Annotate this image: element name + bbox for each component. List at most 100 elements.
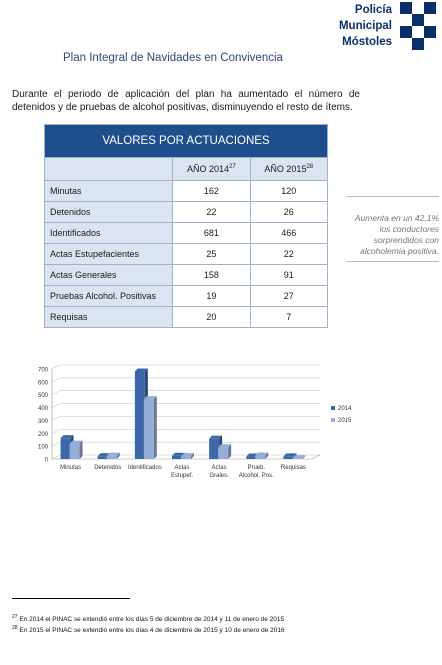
- bar-2015: [292, 458, 303, 459]
- grid-line-depth: [51, 429, 61, 434]
- page-title: Plan Integral de Navidades en Convivenci…: [63, 52, 283, 64]
- col-header-2014-note: 27: [229, 164, 236, 170]
- grid-line-depth: [51, 377, 61, 383]
- logo-line-3: Móstoles: [342, 36, 392, 48]
- row-label: Actas Estupefacientes: [43, 243, 174, 265]
- grid-line-depth: [51, 390, 61, 395]
- col-header-2014-label: AÑO 2014: [187, 164, 230, 174]
- row-value-2015: 7: [249, 306, 329, 328]
- row-value-2014: 162: [172, 180, 251, 202]
- row-value-2014: 158: [172, 264, 251, 286]
- bar-side-2015: [116, 452, 120, 459]
- grid-line-depth: [51, 454, 61, 460]
- legend-label: 2015: [338, 418, 352, 424]
- logo-line-2: Municipal: [338, 20, 392, 32]
- table-row: Pruebas Alcohol. Positivas 19 27: [43, 285, 329, 307]
- logo-line-1: Policía: [354, 4, 392, 16]
- bar-2014: [60, 438, 71, 459]
- row-label: Detenidos: [43, 201, 174, 223]
- table-row: Requisas 20 7: [43, 306, 329, 328]
- table-row: Actas Estupefacientes 25 22: [43, 243, 329, 265]
- grid-line-depth: [51, 416, 61, 421]
- grid-line-depth: [51, 403, 61, 408]
- table-row: Minutas 162 120: [43, 180, 329, 202]
- floor-side: [311, 454, 321, 460]
- bar-2014: [134, 371, 145, 459]
- footnote-number: 27: [12, 614, 18, 620]
- col-header-2015-label: AÑO 2015: [264, 164, 307, 174]
- bar-chart: 0 100 200 300 400 500 600 700 Minutas Detenidos Id…: [38, 364, 352, 479]
- row-value-2014: 20: [172, 306, 251, 328]
- bar-2014: [246, 456, 257, 459]
- footnote-text: En 2015 el PINAC se extendió entre los d…: [19, 627, 285, 635]
- bar-side-2015: [191, 453, 194, 459]
- bar-2014: [209, 438, 220, 459]
- bar-2014: [283, 456, 294, 459]
- callout-note: Aumenta en un 42,1% los conductores sorp…: [347, 196, 439, 262]
- x-tick-label: Estupef.: [171, 473, 193, 479]
- footnote-divider: [12, 598, 130, 599]
- bar-top-2015: [143, 396, 157, 400]
- bar-2014: [97, 456, 108, 459]
- x-tick-label: Alcohol. Pos.: [239, 473, 274, 479]
- row-value-2015: 22: [249, 243, 329, 265]
- col-header-2015: AÑO 201528: [249, 157, 329, 181]
- row-value-2015: 120: [249, 180, 329, 202]
- footnote-text: En 2014 el PINAC se extendió entre los d…: [19, 616, 285, 624]
- col-header-2014: AÑO 201427: [172, 157, 251, 181]
- values-table: VALORES POR ACTUACIONES AÑO 201427 AÑO 2…: [43, 124, 329, 328]
- row-value-2015: 466: [249, 222, 329, 244]
- row-value-2015: 26: [249, 201, 329, 223]
- table-corner-cell: [43, 157, 174, 181]
- bar-top-2015: [255, 452, 269, 456]
- bar-side-2015: [265, 452, 269, 459]
- bar-2015: [143, 399, 154, 459]
- x-tick-label: Requisas: [281, 465, 306, 471]
- legend-label: 2014: [338, 406, 352, 412]
- checkerboard-logo-icon: [400, 2, 436, 50]
- row-value-2015: 27: [249, 285, 329, 307]
- y-tick-label: 500: [38, 393, 49, 399]
- x-tick-label: Actas: [212, 465, 227, 471]
- grid-line-depth: [51, 441, 61, 447]
- legend-swatch-2014: [331, 406, 335, 410]
- row-value-2014: 19: [172, 285, 251, 307]
- x-tick-label: Prueb.: [247, 465, 265, 471]
- bar-2015: [181, 456, 191, 459]
- bar-top-2014: [60, 435, 74, 439]
- table-row: Detenidos 22 26: [43, 201, 329, 223]
- y-tick-label: 600: [38, 380, 49, 386]
- bar-2015: [69, 443, 80, 459]
- bar-side-2015: [153, 396, 157, 459]
- footnote-28: 28 En 2015 el PINAC se extendió entre lo…: [12, 625, 285, 634]
- bar-2015: [218, 447, 229, 459]
- bar-top-2014: [172, 452, 185, 456]
- bar-side-2015: [79, 440, 83, 459]
- bar-top-2015: [292, 455, 306, 459]
- row-label: Identificados: [43, 222, 174, 244]
- row-value-2014: 681: [172, 222, 251, 244]
- bar-top-2015: [218, 444, 232, 448]
- bar-top-2014: [209, 435, 223, 439]
- y-tick-label: 700: [38, 368, 49, 374]
- intro-paragraph: Durante el periodo de aplicación del pla…: [12, 89, 360, 113]
- row-label: Minutas: [43, 180, 174, 202]
- table-row: Identificados 681 466: [43, 222, 329, 244]
- x-tick-label: Minutas: [60, 465, 81, 471]
- grid-line-depth: [51, 364, 61, 370]
- bar-top-2015: [181, 453, 194, 457]
- bar-side-2015: [302, 455, 306, 459]
- bar-top-2014: [283, 453, 297, 457]
- col-header-2015-note: 28: [306, 164, 314, 170]
- row-value-2014: 22: [172, 201, 251, 223]
- table-title: VALORES POR ACTUACIONES: [44, 124, 328, 158]
- y-tick-label: 300: [38, 419, 49, 425]
- row-label: Requisas: [43, 306, 174, 328]
- table-row: Actas Generales 158 91: [43, 264, 329, 286]
- bar-top-2015: [69, 440, 83, 444]
- x-tick-label: Grales.: [209, 473, 229, 479]
- x-tick-label: Actas: [174, 465, 189, 471]
- bar-top-2014: [134, 368, 148, 372]
- y-tick-label: 400: [38, 406, 49, 412]
- row-label: Pruebas Alcohol. Positivas: [43, 285, 174, 307]
